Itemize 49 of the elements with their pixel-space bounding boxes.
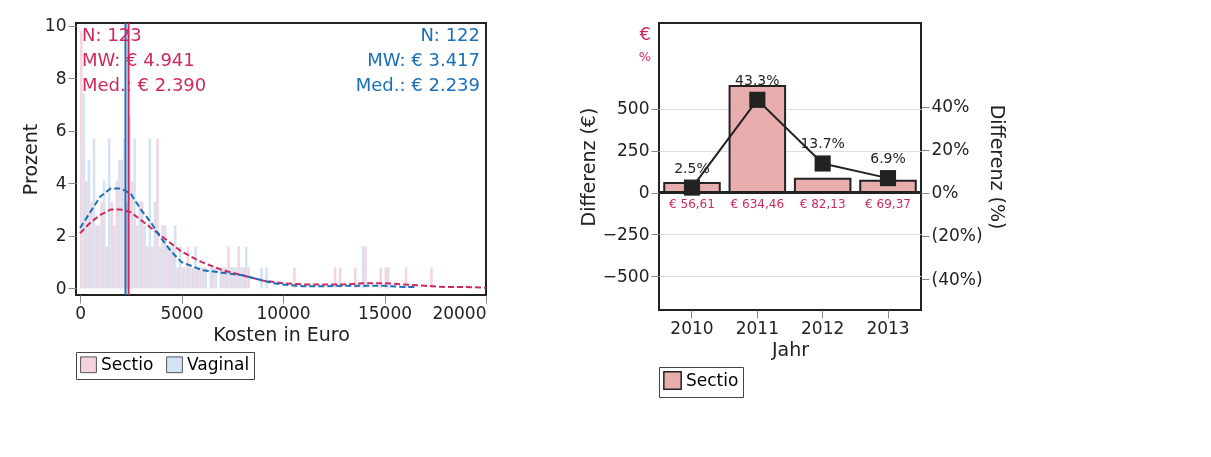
y-tick-label: 10	[44, 15, 67, 36]
x-axis-title: Kosten in Euro	[213, 322, 350, 345]
data-label: € 82,13	[799, 196, 846, 211]
y-axis-title: Prozent	[18, 123, 41, 196]
y-axis-title: Differenz (€)	[576, 107, 599, 227]
y2-axis-title: Differenz (%)	[986, 104, 1009, 230]
y2-tick-label: 20%	[931, 139, 970, 160]
text: %	[638, 49, 651, 64]
legend-label: Sectio	[686, 369, 739, 390]
y-tick-label: 8	[55, 67, 67, 88]
annotation: Med.: € 2.239	[355, 74, 480, 95]
data-label: € 69,37	[865, 196, 911, 211]
y-tick-label: 500	[617, 98, 650, 119]
data-label: 43.3%	[735, 71, 780, 88]
x-tick-label: 10000	[256, 302, 311, 323]
x-tick-label: 15000	[357, 302, 413, 323]
y-tick-label: 250	[617, 140, 650, 161]
x-axis-title: Jahr	[770, 337, 810, 360]
point	[879, 170, 897, 187]
y-tick-label: 0	[55, 277, 67, 298]
data-label: € 634,46	[730, 196, 785, 211]
annotation: N: 122	[420, 24, 480, 45]
y-tick-label: −250	[602, 223, 650, 244]
y2-tick-label: (40%)	[931, 268, 983, 289]
y-tick-label: 4	[55, 172, 67, 193]
y2-tick-label: 0%	[931, 182, 959, 203]
y-tick-label: 6	[55, 120, 67, 141]
x-tick-label: 0	[75, 302, 86, 323]
data-label: 6.9%	[870, 150, 906, 167]
point	[814, 155, 831, 172]
x-tick-label: 20000	[432, 302, 487, 323]
text: €	[639, 23, 651, 44]
y-tick-label: 0	[638, 182, 650, 203]
legend-label: Vaginal	[187, 353, 250, 374]
x-tick-label: 2011	[735, 317, 779, 338]
y2-tick-label: (20%)	[931, 225, 983, 246]
annotation: MW: € 3.417	[367, 49, 480, 70]
point	[683, 179, 701, 196]
point	[749, 91, 766, 108]
x-tick-label: 5000	[160, 302, 204, 323]
legend-label: Sectio	[101, 353, 154, 374]
x-tick-label: 2012	[801, 317, 845, 338]
data-label: 13.7%	[800, 135, 845, 152]
x-tick-label: 2010	[670, 317, 714, 338]
y2-tick-label: 40%	[931, 96, 970, 117]
y-tick-label: 2	[55, 225, 67, 246]
y-tick-label: −500	[602, 265, 650, 286]
data-label: € 56,61	[669, 196, 715, 211]
x-tick-label: 2013	[866, 317, 910, 338]
